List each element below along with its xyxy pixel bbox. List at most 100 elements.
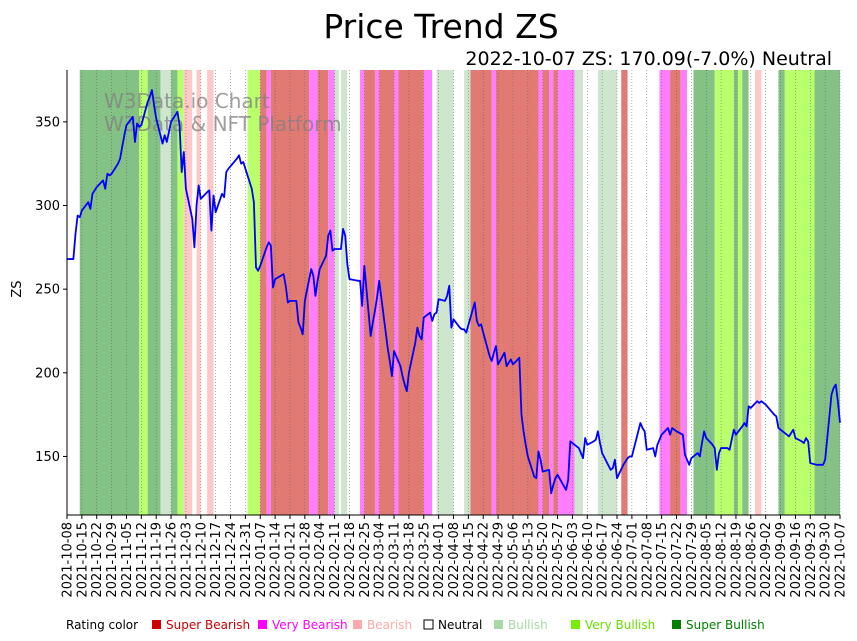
- rating-band-53: [714, 70, 734, 515]
- rating-band-50: [680, 70, 688, 515]
- legend-label-6: Super Bullish: [686, 618, 765, 632]
- rating-band-1: [139, 70, 148, 515]
- rating-band-62: [814, 70, 840, 515]
- x-tick-label-4: 2021-11-05: [120, 522, 135, 598]
- y-tick-label-150: 150: [35, 450, 60, 465]
- rating-band-42: [583, 70, 598, 515]
- rating-band-16: [309, 70, 318, 515]
- x-tick-label-16: 2022-01-28: [298, 522, 313, 598]
- rating-band-43: [597, 70, 618, 515]
- rating-band-39: [553, 70, 558, 515]
- x-gridlines: [66, 70, 841, 515]
- x-tick-label-11: 2021-12-24: [224, 522, 239, 598]
- rating-band-19: [334, 70, 339, 515]
- rating-band-20: [340, 70, 348, 515]
- rating-band-49: [670, 70, 681, 515]
- x-tick-label-46: 2022-08-26: [744, 522, 759, 598]
- rating-band-35: [495, 70, 539, 515]
- rating-band-30: [436, 70, 454, 515]
- x-tick-label-24: 2022-03-25: [417, 522, 432, 598]
- x-tick-label-0: 2021-10-08: [61, 522, 76, 598]
- rating-band-17: [317, 70, 329, 515]
- rating-band-48: [659, 70, 671, 515]
- x-tick-label-45: 2022-08-19: [729, 522, 744, 598]
- rating-band-8: [196, 70, 201, 515]
- rating-band-40: [557, 70, 575, 515]
- x-tick-label-41: 2022-07-22: [670, 522, 685, 598]
- legend-swatch-2: [353, 620, 362, 629]
- x-tick-label-20: 2022-02-25: [358, 522, 373, 598]
- x-tick-label-15: 2022-01-21: [283, 522, 298, 598]
- rating-band-0: [79, 70, 140, 515]
- y-axis-ticks: 150 200 250 300 350: [35, 115, 67, 465]
- x-tick-label-9: 2021-12-10: [194, 522, 209, 598]
- y-tick-label-350: 350: [35, 115, 60, 130]
- x-tick-label-12: 2021-12-31: [239, 522, 254, 598]
- rating-band-60: [778, 70, 785, 515]
- rating-band-2: [147, 70, 161, 515]
- x-tick-label-38: 2022-07-01: [625, 522, 640, 598]
- rating-band-4: [171, 70, 178, 515]
- x-tick-label-40: 2022-07-15: [655, 522, 670, 598]
- watermark-line-1: W3Data.io Chart: [104, 89, 270, 113]
- rating-band-32: [464, 70, 471, 515]
- y-tick-label-200: 200: [35, 366, 60, 381]
- x-tick-label-31: 2022-05-13: [521, 522, 536, 598]
- legend-label-2: Bearish: [367, 618, 412, 632]
- x-tick-label-32: 2022-05-20: [536, 522, 551, 598]
- rating-band-51: [687, 70, 694, 515]
- x-tick-label-36: 2022-06-17: [596, 522, 611, 598]
- x-tick-label-28: 2022-04-22: [477, 522, 492, 598]
- chart-title: Price Trend ZS: [323, 7, 558, 46]
- x-tick-label-21: 2022-03-04: [373, 522, 388, 598]
- rating-band-28: [423, 70, 433, 515]
- legend-swatch-0: [152, 620, 161, 629]
- x-tick-label-29: 2022-04-29: [492, 522, 507, 598]
- chart-subtitle: 2022-10-07 ZS: 170.09(-7.0%) Neutral: [465, 48, 832, 70]
- rating-band-31: [453, 70, 465, 515]
- rating-band-34: [491, 70, 496, 515]
- rating-band-59: [761, 70, 779, 515]
- x-tick-label-14: 2022-01-14: [269, 522, 284, 598]
- x-tick-label-10: 2021-12-17: [209, 522, 224, 598]
- price-series: [67, 89, 841, 495]
- rating-band-12: [247, 70, 261, 515]
- rating-band-26: [394, 70, 399, 515]
- rating-band-33: [470, 70, 492, 515]
- x-tick-label-37: 2022-06-24: [611, 522, 626, 598]
- rating-band-37: [542, 70, 550, 515]
- rating-band-14: [266, 70, 271, 515]
- legend-swatch-5: [571, 620, 580, 629]
- rating-legend: Rating color Super Bearish Very Bearish Be…: [66, 618, 765, 632]
- x-tick-label-44: 2022-08-12: [715, 522, 730, 598]
- rating-band-23: [364, 70, 375, 515]
- x-tick-label-5: 2021-11-12: [135, 522, 150, 598]
- legend-label-0: Super Bearish: [166, 618, 250, 632]
- rating-band-13: [260, 70, 267, 515]
- x-tick-label-49: 2022-09-16: [789, 522, 804, 598]
- x-tick-label-35: 2022-06-10: [581, 522, 596, 598]
- x-tick-label-34: 2022-06-03: [566, 522, 581, 598]
- x-tick-label-17: 2022-02-04: [313, 522, 328, 598]
- y-tick-label-300: 300: [35, 199, 60, 214]
- x-tick-label-33: 2022-05-27: [551, 522, 566, 598]
- rating-band-29: [432, 70, 437, 515]
- rating-band-5: [177, 70, 184, 515]
- x-tick-label-30: 2022-05-06: [506, 522, 521, 598]
- rating-band-57: [748, 70, 756, 515]
- x-tick-label-1: 2021-10-15: [75, 522, 90, 598]
- x-tick-label-25: 2022-04-01: [432, 522, 447, 598]
- x-tick-label-6: 2021-11-19: [150, 522, 165, 598]
- x-tick-label-13: 2022-01-07: [254, 522, 269, 598]
- x-tick-label-39: 2022-07-08: [640, 522, 655, 598]
- legend-title: Rating color: [66, 618, 138, 632]
- y-axis-label: ZS: [10, 280, 25, 297]
- watermark-line-2: W3Data & NFT Platform: [104, 112, 342, 136]
- x-tick-label-3: 2021-10-29: [105, 522, 120, 598]
- rating-band-47: [644, 70, 660, 515]
- x-tick-label-26: 2022-04-08: [447, 522, 462, 598]
- x-tick-label-43: 2022-08-05: [700, 522, 715, 598]
- rating-band-6: [183, 70, 193, 515]
- x-tick-label-22: 2022-03-11: [388, 522, 403, 598]
